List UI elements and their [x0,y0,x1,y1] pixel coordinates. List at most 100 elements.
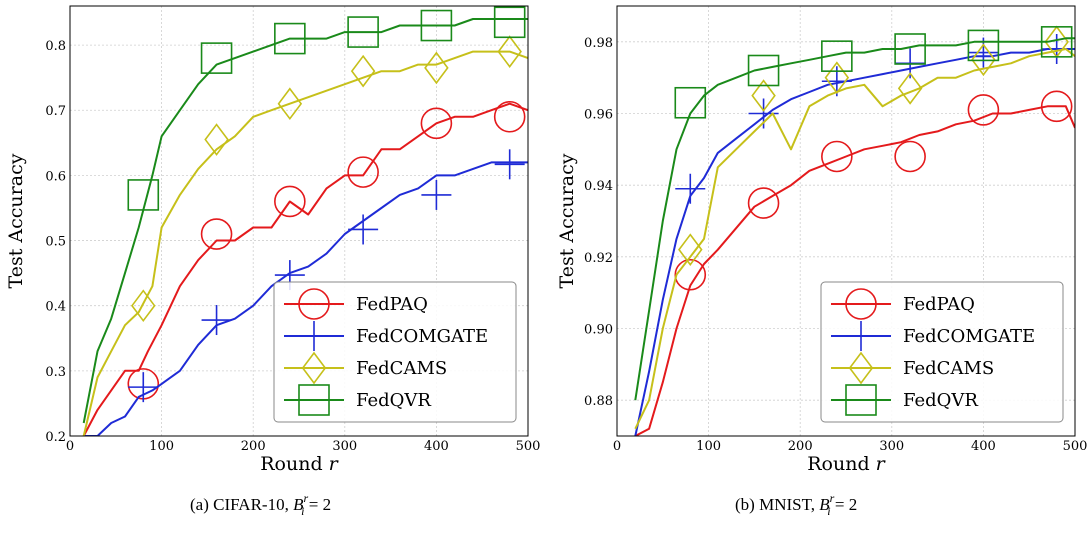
legend-label: FedCAMS [903,358,994,379]
legend-label: FedQVR [356,390,431,411]
chart-panel-a: 0 100 200 300 400 500 0.2 0.3 0.4 0.5 0.6 0.7 0.8 F… [5,5,541,518]
x-tick-label: 400 [424,439,449,454]
y-tick-labels-a: 0.2 0.3 0.4 0.5 0.6 0.7 0.8 [45,39,66,445]
legend-label: FedQVR [903,390,978,411]
legend-marker [299,321,329,351]
y-tick-label: 0.94 [584,179,613,194]
marker-fedqvr [821,40,853,72]
x-tick-label: 100 [696,439,721,454]
legend-marker [845,384,877,416]
y-axis-label-b: Test Accuracy [556,153,578,288]
caption-b: (b) MNIST, Br i = 2 [735,491,857,518]
legend-marker [301,351,327,385]
y-tick-label: 0.6 [45,169,66,184]
marker-fedcams [131,289,156,323]
marker-fedpaq [347,156,379,188]
legend-box [820,281,1064,423]
legend-item: FedPAQ [831,288,975,320]
y-tick-label: 0.88 [584,394,613,409]
x-tick-label: 300 [879,439,904,454]
marker-fedcomgate [348,214,379,245]
y-tick-label: 0.4 [45,300,66,315]
marker-fedcomgate [421,179,452,210]
marker-fedqvr [420,9,453,42]
legend-b: FedPAQ FedCOMGATE FedCAMS FedQVR [820,281,1064,423]
y-tick-label: 0.90 [584,323,613,338]
series-line-fedcams [82,50,528,436]
y-tick-label: 0.2 [45,430,66,445]
marker-fedpaq [747,187,780,219]
marker-fedqvr [1040,26,1073,58]
marker-fedqvr [200,42,233,74]
x-tick-labels-a: 0 100 200 300 400 500 [66,439,541,454]
legend-marker [298,288,330,320]
axes-frame-b [616,5,1076,437]
y-axis-label-a: Test Accuracy [5,153,27,288]
legend-item: FedCOMGATE [831,321,1035,351]
x-tick-label: 0 [613,439,621,454]
y-tick-labels-b: 0.88 0.90 0.92 0.94 0.96 0.98 [584,36,613,409]
x-tick-label: 200 [241,439,266,454]
legend-item: FedCAMS [284,351,447,385]
marker-fedqvr [967,29,1000,62]
marker-fedcomgate [494,149,525,180]
series-line-fedpaq [82,102,528,436]
x-tick-label: 400 [971,439,996,454]
marker-fedcams [350,54,376,88]
marker-fedcams [971,43,996,77]
marker-fedpaq [821,140,853,173]
legend-marker [298,384,330,416]
legend-label: FedPAQ [356,294,428,315]
marker-fedqvr [493,6,526,39]
y-tick-label: 0.7 [45,104,66,119]
marker-fedpaq [274,185,306,218]
x-tick-label: 500 [1063,439,1088,454]
marker-fedcams [497,35,522,68]
marker-fedcomgate [201,305,232,336]
plot-area-b [634,25,1075,436]
x-tick-label: 100 [149,439,174,454]
marker-fedcams [824,61,850,94]
y-tick-label: 0.98 [584,36,613,51]
marker-fedqvr [347,16,379,48]
legend-marker [846,321,876,351]
marker-fedqvr [274,22,306,55]
marker-fedpaq [674,258,707,291]
x-tick-label: 500 [516,439,541,454]
chart-panel-b: 0 100 200 300 400 500 0.88 0.90 0.92 0.94 0.96 0.9… [556,5,1088,518]
legend-a: FedPAQ FedCOMGATE FedCAMS FedQVR [273,281,517,423]
marker-fedcomgate [128,372,159,403]
legend-label: FedCOMGATE [356,326,488,347]
legend-box [273,281,517,423]
legend-item: FedPAQ [284,288,428,320]
axes-frame-a [69,5,529,437]
y-tick-label: 0.8 [45,39,66,54]
series-line-fedpaq [634,105,1075,436]
marker-fedqvr [894,33,926,65]
marker-fedqvr [127,179,160,211]
legend-label: FedCAMS [356,358,447,379]
x-axis-label-b: Round r [807,453,886,475]
marker-fedcams [678,233,703,266]
marker-fedcams [751,79,776,112]
series-line-fedcams [634,48,1075,430]
marker-fedcams [424,51,449,85]
legend-item: FedQVR [831,384,978,416]
marker-fedcomgate [748,98,779,129]
marker-fedqvr [747,54,780,87]
caption-a: (a) CIFAR-10, Br i = 2 [190,491,331,518]
x-tick-labels-b: 0 100 200 300 400 500 [613,439,1088,454]
x-tick-label: 200 [788,439,813,454]
legend-label: FedCOMGATE [903,326,1035,347]
series-line-fedqvr [634,37,1075,401]
legend-marker [848,351,874,385]
marker-fedpaq [493,100,526,133]
legend-item: FedCOMGATE [284,321,488,351]
marker-fedpaq [200,218,233,250]
legend-label: FedPAQ [903,294,975,315]
legend-item: FedCAMS [831,351,994,385]
marker-fedpaq [967,94,1000,126]
x-tick-label: 0 [66,439,74,454]
marker-fedpaq [420,107,453,140]
